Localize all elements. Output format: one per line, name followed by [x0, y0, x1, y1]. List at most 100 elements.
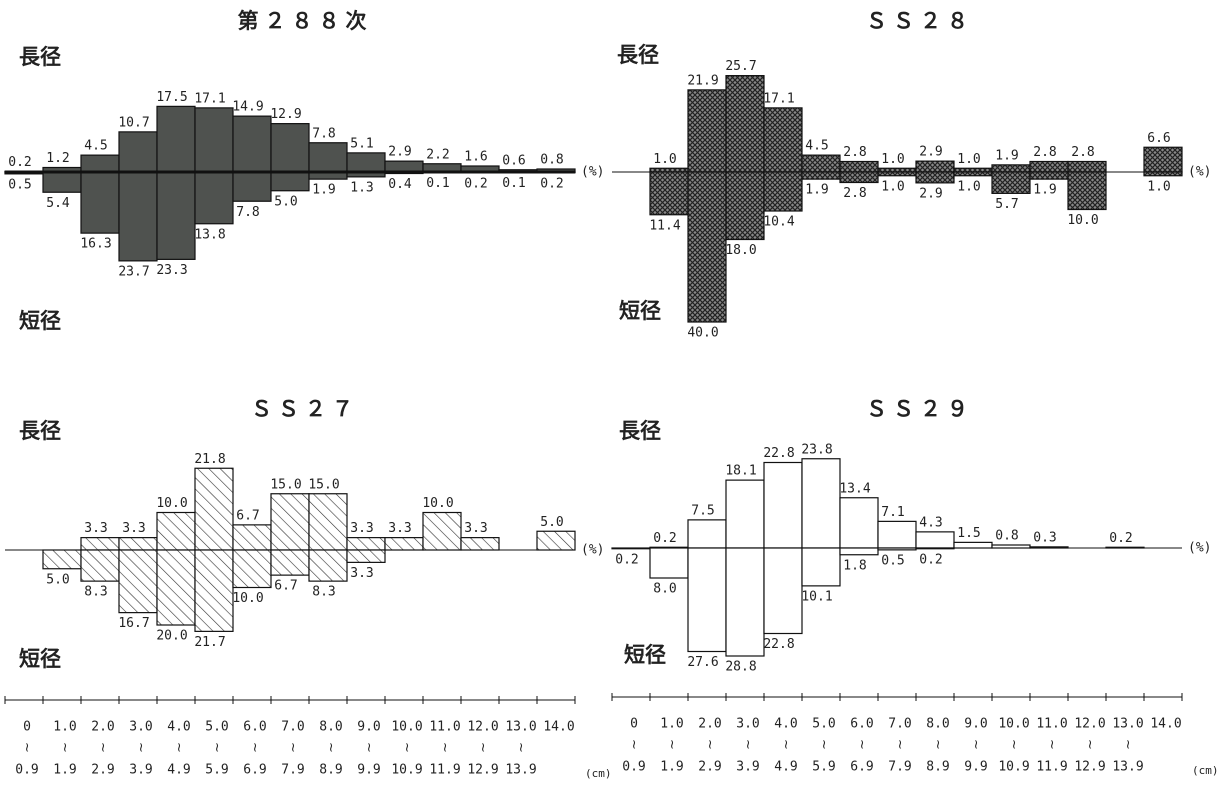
x-tick-label: 3.0 [129, 720, 152, 735]
chart-title: ＳＳ２７ [251, 397, 359, 421]
value-label: 10.0 [1067, 213, 1098, 228]
x-tick-sep: ≀ [367, 741, 372, 756]
value-label: 0.2 [919, 552, 942, 567]
x-tick-label: 7.0 [281, 720, 304, 735]
x-tick-label: 7.9 [888, 760, 911, 775]
x-tick-sep: ≀ [1126, 738, 1131, 753]
value-label: 0.1 [426, 176, 449, 191]
value-label: 0.2 [1109, 531, 1132, 546]
x-tick-label: 10.9 [998, 760, 1029, 775]
unit-label: (%) [581, 165, 604, 180]
value-label: 1.9 [1033, 183, 1056, 198]
bar [1067, 171, 1107, 211]
chart-title: ＳＳ２９ [866, 397, 974, 421]
value-label: 10.1 [801, 589, 832, 604]
value-label: 1.0 [957, 179, 980, 194]
bar [536, 530, 576, 551]
x-tick-sep: ≀ [784, 738, 789, 753]
value-label: 5.4 [46, 196, 70, 211]
legend-label: 長径 [19, 45, 61, 69]
value-label: 16.3 [80, 237, 111, 252]
bar [270, 549, 310, 576]
value-label: 17.5 [156, 90, 187, 105]
value-label: 0.5 [8, 177, 31, 192]
x-tick-sep: ≀ [25, 741, 30, 756]
x-tick-label: 0 [23, 720, 31, 735]
value-label: 3.3 [84, 521, 107, 536]
value-label: 23.3 [156, 263, 187, 278]
value-label: 13.8 [194, 227, 225, 242]
value-label: 1.0 [1147, 179, 1170, 194]
legend-label: 長径 [617, 43, 659, 67]
x-tick-label: 5.0 [205, 720, 228, 735]
bar [801, 458, 841, 549]
value-label: 0.8 [995, 529, 1018, 544]
value-label: 27.6 [687, 655, 718, 670]
x-tick-label: 5.9 [812, 760, 835, 775]
x-tick-sep: ≀ [1088, 738, 1093, 753]
value-label: 25.7 [725, 59, 756, 74]
x-tick-label: 4.9 [167, 763, 190, 778]
value-label: 23.8 [801, 442, 832, 457]
x-tick-sep: ≀ [860, 738, 865, 753]
bar [839, 171, 879, 184]
value-label: 6.6 [1147, 131, 1170, 146]
value-label: 1.0 [653, 152, 676, 167]
value-label: 7.8 [236, 205, 259, 220]
bar [801, 171, 841, 180]
bar [687, 519, 727, 549]
value-label: 1.3 [350, 180, 373, 195]
x-tick-sep: ≀ [936, 738, 941, 753]
bar [194, 549, 234, 632]
value-label: 6.7 [236, 508, 259, 523]
chart-title: ＳＳ２８ [866, 9, 974, 33]
bar [346, 549, 386, 563]
value-label: 6.7 [274, 579, 297, 594]
value-label: 12.9 [270, 107, 301, 122]
x-tick-label: 3.9 [736, 760, 759, 775]
bar [42, 549, 82, 570]
value-label: 3.3 [388, 521, 411, 536]
bar [839, 160, 879, 173]
value-label: 5.1 [350, 136, 373, 151]
x-tick-label: 4.0 [774, 717, 797, 732]
value-label: 0.6 [502, 153, 525, 168]
value-label: 4.5 [805, 139, 828, 154]
bar [346, 537, 386, 551]
x-tick-sep: ≀ [670, 738, 675, 753]
x-tick-sep: ≀ [329, 741, 334, 756]
x-tick-label: 11.0 [1036, 717, 1067, 732]
value-label: 3.3 [350, 521, 373, 536]
x-tick-label: 6.0 [850, 717, 873, 732]
bar [384, 160, 424, 173]
legend-label: 短径 [624, 643, 666, 667]
x-tick-label: 10.0 [391, 720, 422, 735]
x-tick-label: 7.9 [281, 763, 304, 778]
bar [1143, 171, 1183, 177]
value-label: 10.0 [232, 591, 263, 606]
bar [194, 467, 234, 551]
x-tick-label: 4.0 [167, 720, 190, 735]
x-tick-label: 6.9 [243, 763, 266, 778]
x-tick-label: 10.9 [391, 763, 422, 778]
x-tick-label: 6.9 [850, 760, 873, 775]
x-tick-label: 5.9 [205, 763, 228, 778]
value-label: 23.7 [118, 264, 149, 279]
x-tick-label: 2.9 [698, 760, 721, 775]
value-label: 10.0 [156, 496, 187, 511]
x-tick-label: 8.9 [319, 763, 342, 778]
bar [839, 547, 879, 556]
bar [687, 171, 727, 323]
bar [156, 105, 196, 173]
bar [384, 537, 424, 551]
value-label: 1.0 [957, 152, 980, 167]
value-label: 8.3 [84, 585, 107, 600]
legend-label: 長径 [619, 419, 661, 443]
x-tick-label: 1.0 [660, 717, 683, 732]
bar [118, 549, 158, 614]
bar [80, 549, 120, 582]
value-label: 5.7 [995, 197, 1018, 212]
value-label: 1.9 [995, 148, 1018, 163]
bar [156, 511, 196, 551]
bar [801, 547, 841, 587]
